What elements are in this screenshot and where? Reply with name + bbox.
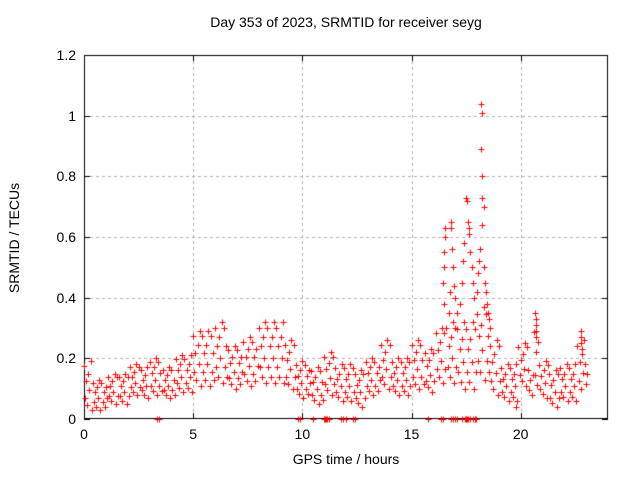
x-tick-label: 5 — [189, 426, 198, 442]
y-tick-label: 0.6 — [56, 229, 76, 245]
x-tick-label: 0 — [80, 426, 88, 442]
y-tick-label: 0.8 — [56, 168, 76, 185]
x-axis-label: GPS time / hours — [292, 451, 400, 467]
chart-title: Day 353 of 2023, SRMTID for receiver sey… — [210, 14, 482, 30]
y-tick-label: 0 — [68, 411, 76, 427]
y-axis-label: SRMTID / TECUs — [6, 182, 22, 294]
y-tick-label: 0.4 — [56, 289, 76, 306]
y-tick-label: 0.2 — [56, 350, 76, 367]
x-tick-label: 15 — [403, 426, 420, 442]
y-tick-label: 1 — [68, 107, 76, 124]
x-tick-label: 10 — [294, 426, 311, 442]
x-tick-label: 20 — [512, 426, 529, 442]
y-tick-label: 1.2 — [56, 47, 76, 63]
